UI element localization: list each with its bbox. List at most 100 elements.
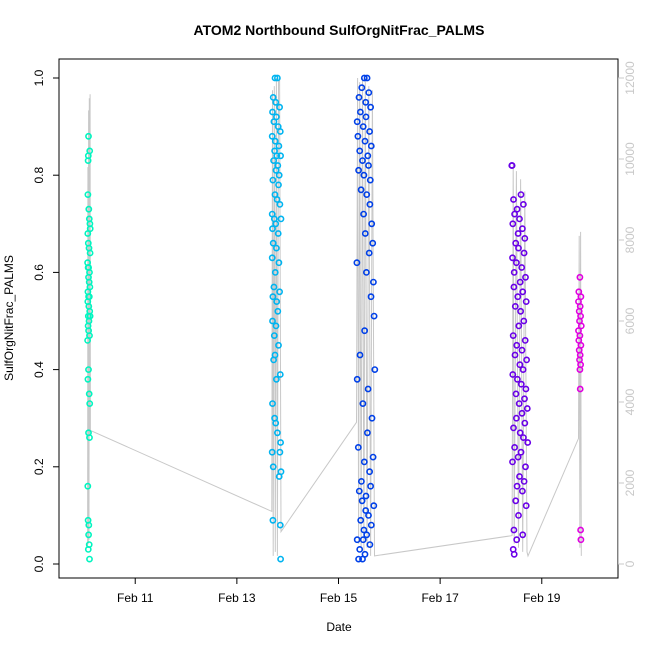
data-point	[85, 366, 92, 373]
data-point	[273, 152, 281, 160]
data-point	[522, 273, 529, 281]
data-point	[515, 322, 523, 330]
data-point	[357, 477, 365, 485]
data-point	[361, 327, 368, 335]
data-point	[268, 254, 276, 262]
data-point	[86, 249, 94, 257]
y2-tick-label: 12000	[623, 61, 637, 95]
data-point	[269, 108, 276, 116]
data-point	[273, 196, 281, 203]
data-point	[363, 74, 371, 82]
data-point	[365, 512, 372, 519]
data-point	[577, 322, 585, 330]
y2-tick-label: 10000	[623, 142, 637, 176]
data-point	[86, 555, 93, 563]
data-point	[84, 375, 92, 383]
data-point	[519, 225, 526, 233]
data-point	[269, 239, 277, 247]
data-point	[359, 123, 367, 130]
data-point	[361, 137, 369, 145]
data-point	[520, 317, 528, 325]
data-point	[522, 385, 530, 393]
data-point	[509, 332, 517, 339]
data-point	[510, 196, 517, 203]
data-point	[363, 191, 371, 198]
data-point	[358, 497, 366, 505]
data-point	[275, 259, 283, 267]
data-point	[85, 390, 93, 398]
data-point	[270, 118, 278, 126]
data-point	[84, 482, 92, 490]
y-tick-label: 0.4	[32, 361, 46, 378]
data-point	[272, 220, 280, 228]
data-point	[359, 400, 367, 407]
y-tick-label: 0.8	[32, 167, 46, 184]
data-point	[509, 220, 517, 228]
altitude-line	[87, 77, 582, 558]
data-point	[511, 210, 518, 218]
data-point	[370, 312, 378, 320]
data-point	[359, 157, 366, 164]
data-point	[366, 468, 373, 476]
data-point	[363, 531, 371, 539]
data-point	[514, 375, 521, 383]
data-point	[508, 162, 516, 169]
data-point	[362, 113, 370, 121]
data-point	[362, 268, 370, 276]
data-point	[269, 516, 277, 524]
data-point	[510, 550, 518, 558]
data-point	[511, 443, 518, 451]
series-3	[353, 74, 379, 563]
data-point	[362, 507, 370, 514]
data-point	[277, 439, 284, 446]
data-point	[513, 536, 521, 544]
data-point	[354, 443, 362, 451]
data-point	[371, 366, 379, 373]
x-axis-label: Date	[326, 620, 352, 634]
data-point	[516, 215, 523, 223]
data-point	[516, 429, 524, 437]
data-point	[366, 541, 374, 548]
data-point	[356, 108, 364, 116]
data-point	[353, 536, 361, 544]
data-point	[576, 366, 584, 373]
data-point	[277, 152, 284, 160]
data-point	[270, 157, 277, 164]
x-tick-label: Feb 11	[117, 591, 154, 605]
data-point	[272, 166, 280, 174]
data-point	[275, 181, 282, 189]
plot-frame	[58, 58, 619, 579]
data-point	[275, 142, 283, 150]
data-point	[272, 375, 280, 383]
series-1	[84, 132, 94, 563]
data-point	[365, 89, 373, 96]
data-point	[512, 497, 520, 505]
data-point	[367, 521, 375, 529]
data-point	[514, 293, 522, 301]
data-point	[84, 230, 92, 237]
data-point	[514, 453, 522, 461]
data-point	[84, 336, 91, 344]
data-point	[85, 531, 92, 539]
y2-tick-label: 0	[623, 560, 637, 567]
data-point	[360, 210, 367, 218]
x-tick-label: Feb 13	[218, 591, 256, 605]
data-point	[364, 152, 372, 160]
data-point	[512, 390, 520, 398]
data-point	[85, 132, 92, 140]
y2-tick-label: 4000	[623, 388, 637, 415]
data-point	[85, 521, 93, 529]
data-point	[360, 171, 368, 179]
data-point	[273, 74, 281, 82]
data-point	[271, 137, 279, 145]
data-point	[357, 186, 365, 194]
data-point	[275, 341, 282, 349]
data-point	[271, 268, 279, 276]
data-point	[522, 463, 529, 471]
altitude-layer	[87, 77, 582, 558]
data-point	[517, 307, 524, 315]
y-tick-label: 0.6	[32, 264, 46, 281]
data-point	[517, 448, 525, 456]
data-point	[269, 225, 276, 233]
